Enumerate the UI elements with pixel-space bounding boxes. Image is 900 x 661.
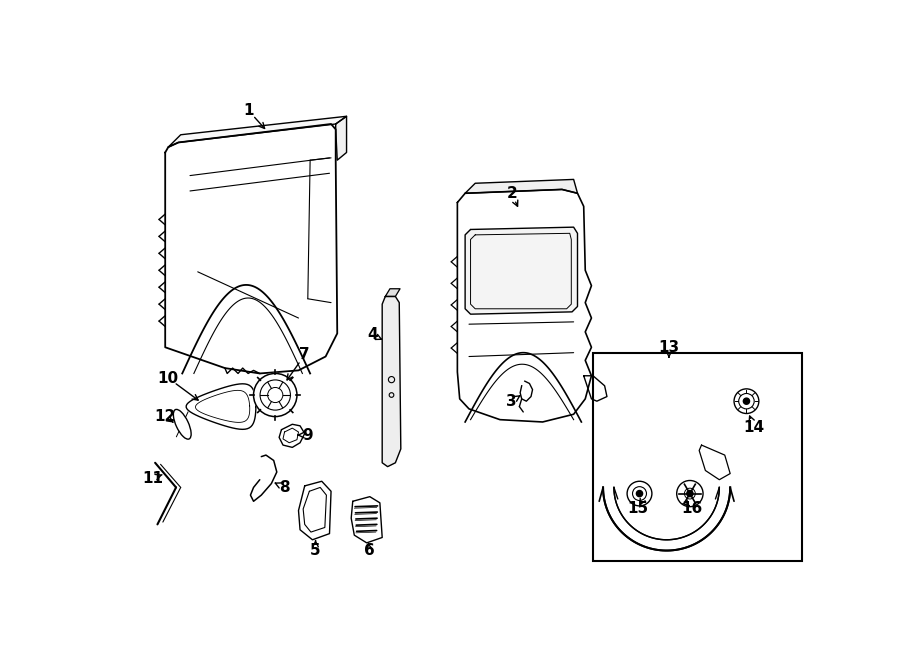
Text: 8: 8: [279, 480, 290, 495]
Text: 2: 2: [506, 186, 517, 201]
Circle shape: [627, 481, 652, 506]
Polygon shape: [465, 179, 578, 193]
Polygon shape: [385, 289, 400, 297]
Text: 10: 10: [158, 371, 179, 385]
Text: 14: 14: [743, 420, 765, 435]
Text: 16: 16: [681, 502, 703, 516]
Polygon shape: [351, 496, 382, 543]
Text: 13: 13: [659, 340, 680, 355]
Polygon shape: [471, 233, 572, 309]
Text: 7: 7: [300, 348, 310, 362]
Text: 12: 12: [155, 409, 176, 424]
Polygon shape: [457, 190, 591, 422]
Polygon shape: [279, 424, 305, 447]
Text: 3: 3: [507, 394, 517, 408]
Polygon shape: [699, 445, 730, 480]
Circle shape: [254, 373, 297, 416]
Polygon shape: [584, 375, 607, 401]
Circle shape: [734, 389, 759, 414]
Text: 4: 4: [367, 327, 377, 342]
Ellipse shape: [174, 409, 191, 439]
Polygon shape: [283, 428, 299, 443]
Polygon shape: [382, 297, 400, 467]
Polygon shape: [303, 487, 327, 532]
Polygon shape: [465, 227, 578, 314]
Text: 5: 5: [310, 543, 321, 558]
Polygon shape: [336, 116, 346, 160]
Circle shape: [687, 490, 693, 496]
Text: 11: 11: [142, 471, 163, 486]
Polygon shape: [299, 481, 331, 540]
Polygon shape: [166, 124, 338, 373]
Text: 1: 1: [243, 102, 254, 118]
Circle shape: [677, 481, 703, 507]
Text: 9: 9: [302, 428, 313, 443]
Polygon shape: [603, 487, 730, 551]
Text: 6: 6: [364, 543, 375, 558]
Polygon shape: [168, 116, 346, 147]
Bar: [593, 353, 802, 561]
Circle shape: [743, 398, 750, 405]
Circle shape: [636, 490, 643, 496]
Polygon shape: [186, 384, 256, 430]
Text: 15: 15: [627, 502, 649, 516]
